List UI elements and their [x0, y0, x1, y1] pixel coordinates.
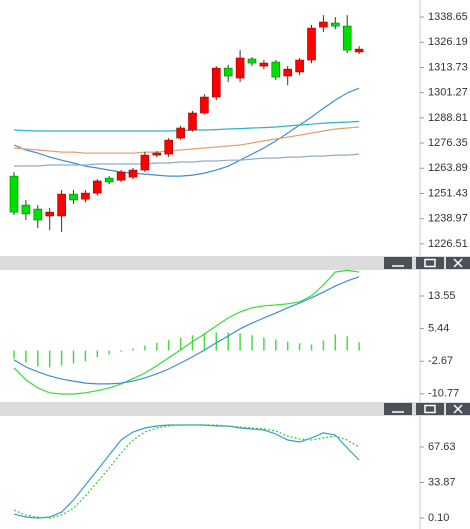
toolbar	[0, 402, 470, 416]
candle-body	[116, 171, 126, 181]
toolbar-strip	[0, 256, 470, 270]
candle-body	[295, 59, 304, 73]
maximize-icon	[424, 404, 436, 414]
indicator-line	[13, 424, 360, 519]
candle-body	[140, 154, 150, 171]
candle-body	[57, 193, 66, 217]
candle-body	[223, 67, 233, 77]
indicator-line	[13, 424, 360, 519]
candle-body	[259, 62, 269, 67]
y-tick-label: 33.87	[428, 476, 456, 488]
toolbar-strip	[0, 402, 470, 416]
candle-body	[152, 152, 162, 156]
y-tick-label: 0.10	[428, 512, 449, 524]
indicator-line	[14, 153, 360, 167]
candle-body	[21, 204, 31, 215]
candle-body	[247, 58, 257, 64]
indicator-line	[13, 276, 360, 385]
candle-body	[104, 177, 114, 183]
panel: 67.63 33.87 0.10	[13, 424, 456, 524]
maximize-button[interactable]	[416, 257, 444, 269]
candle-body	[354, 48, 364, 53]
candle-body	[200, 96, 209, 114]
candle-body	[69, 193, 78, 201]
close-icon	[453, 258, 463, 268]
y-tick-label: 1226.51	[428, 238, 468, 250]
y-tick-label: 67.63	[428, 441, 456, 453]
y-tick-label: 1263.89	[428, 162, 468, 174]
y-tick-label: 13.55	[428, 290, 456, 302]
y-tick-label: 1338.65	[428, 11, 468, 23]
indicator-line	[13, 87, 360, 177]
candle-body	[235, 57, 245, 79]
candle-body	[176, 127, 185, 139]
candle-body	[342, 25, 352, 51]
candle-body	[188, 112, 197, 131]
panel: 1338.65 1326.19 1313.73 1301.27 1288.81 1276.…	[9, 11, 468, 250]
panel: 13.55 5.44 -2.67 -10.77	[13, 269, 459, 400]
maximize-icon	[424, 258, 436, 268]
y-tick-label: 1276.35	[428, 137, 468, 149]
candle-body	[283, 68, 293, 77]
y-tick-label: 5.44	[428, 323, 449, 335]
y-tick-label: 1238.97	[428, 213, 468, 225]
minimize-button[interactable]	[384, 403, 412, 415]
maximize-button[interactable]	[416, 403, 444, 415]
candle-body	[93, 180, 102, 194]
candle-body	[319, 21, 328, 28]
candle-body	[81, 192, 90, 200]
close-icon	[453, 404, 463, 414]
candle-body	[212, 67, 221, 98]
candle-body	[307, 27, 316, 61]
indicator-line	[13, 126, 360, 154]
y-tick-label: 1313.73	[428, 61, 468, 73]
candle-body	[128, 169, 138, 178]
minimize-button[interactable]	[384, 257, 412, 269]
y-tick-label: 1326.19	[428, 36, 468, 48]
y-tick-label: -10.77	[428, 388, 459, 400]
toolbar	[0, 256, 470, 270]
candle-body	[330, 22, 340, 27]
candle-body	[45, 211, 55, 217]
candle-body	[164, 139, 173, 155]
y-tick-label: 1301.27	[428, 87, 468, 99]
candle-body	[9, 175, 19, 213]
candle-body	[33, 208, 43, 221]
candle-body	[271, 61, 281, 78]
y-tick-label: 1251.43	[428, 187, 468, 199]
indicator-line	[13, 269, 360, 395]
y-tick-label: 1288.81	[428, 112, 468, 124]
indicator-line	[13, 120, 360, 132]
y-tick-label: -2.67	[428, 355, 453, 367]
